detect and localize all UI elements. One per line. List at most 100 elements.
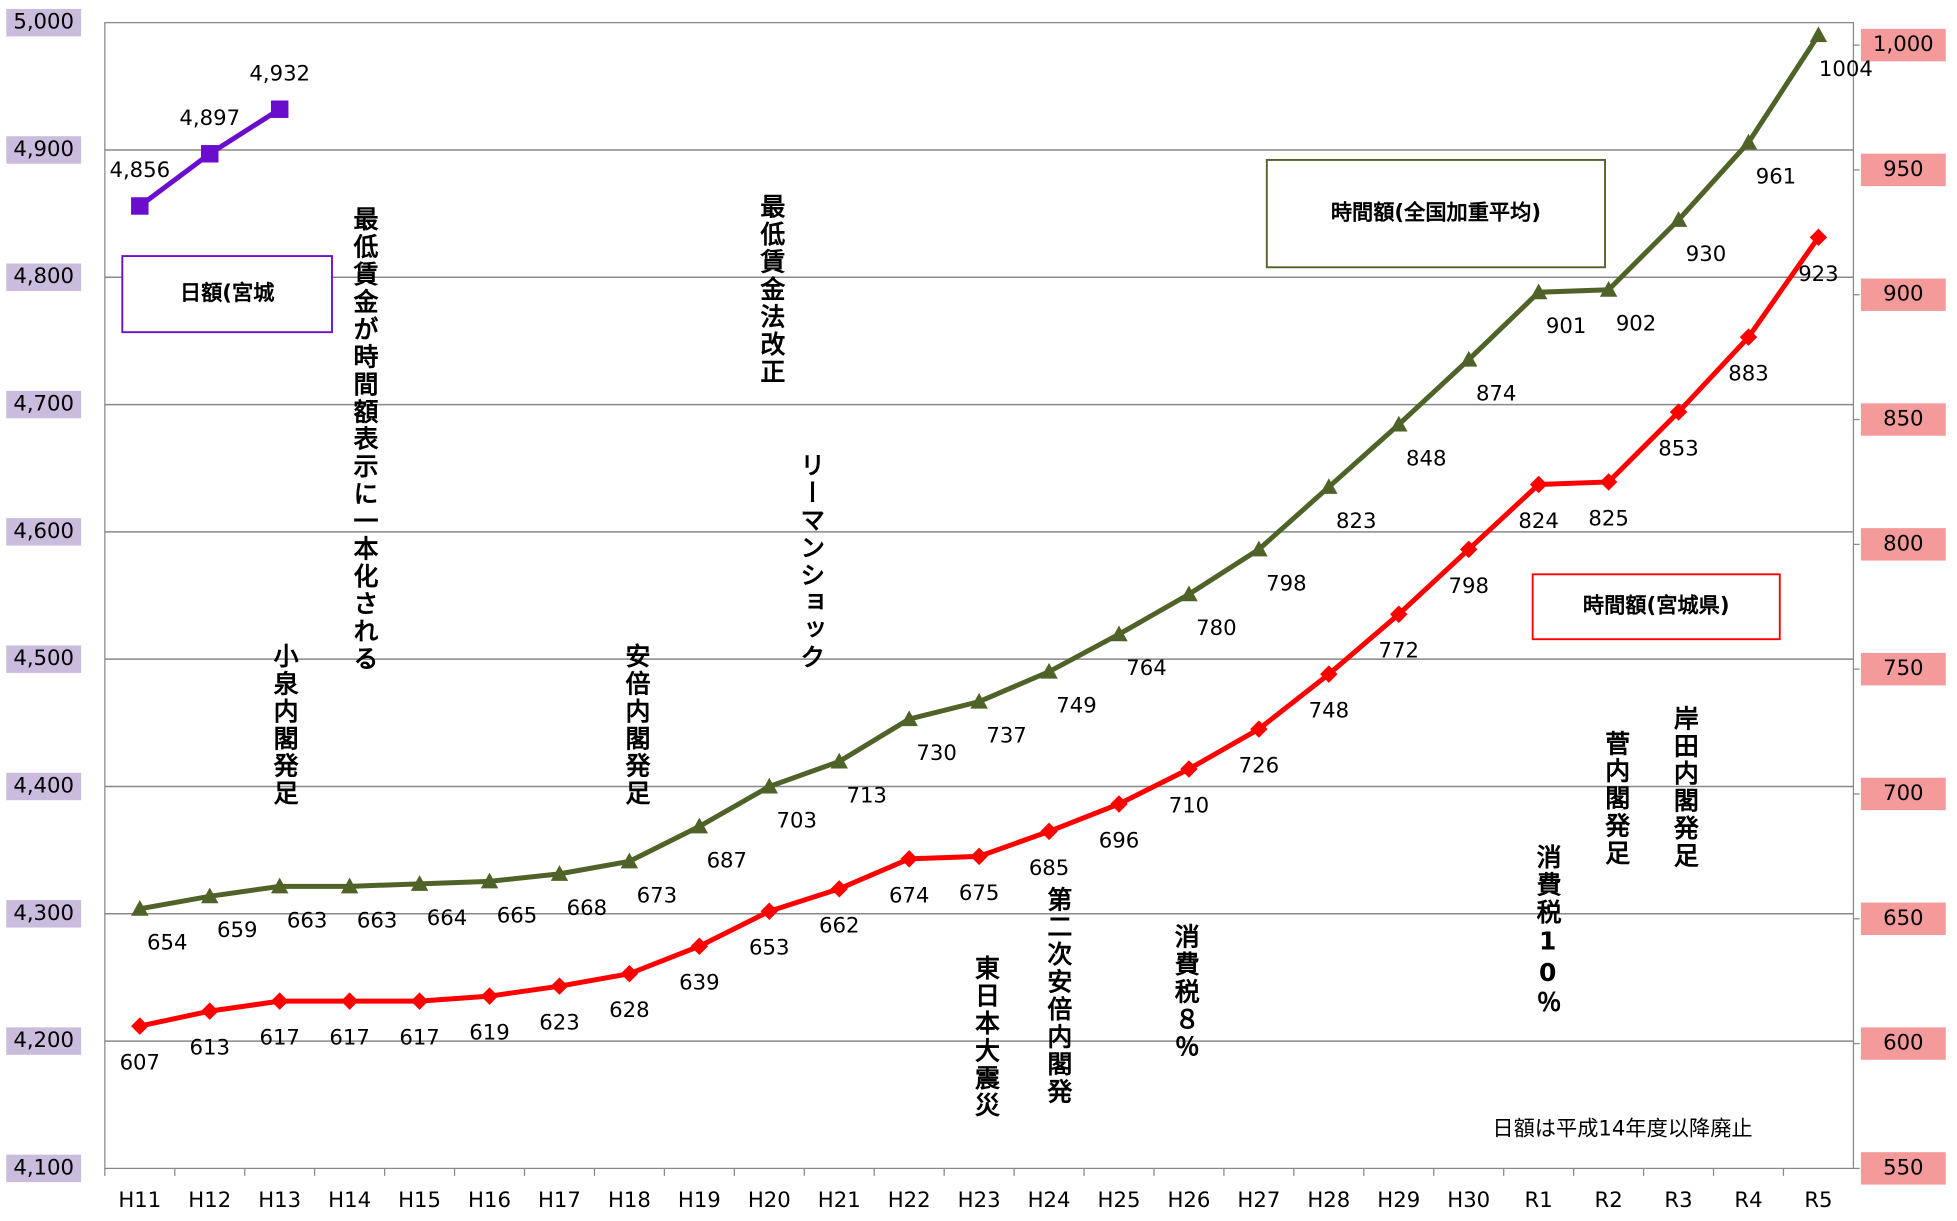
data-label: 663 <box>287 908 327 933</box>
y-tick-label: 4,300 <box>13 901 74 926</box>
marker <box>1110 795 1128 813</box>
x-tick-label: H30 <box>1447 1188 1490 1213</box>
y2-tick-box <box>1860 777 1946 811</box>
marker <box>550 865 569 881</box>
y-tick-label: 4,400 <box>13 773 74 798</box>
x-tick-label: H19 <box>678 1188 721 1213</box>
data-label: 639 <box>679 971 719 996</box>
y2-tick-box <box>1860 902 1946 936</box>
marker <box>690 817 709 834</box>
x-tick-label: H12 <box>188 1188 231 1213</box>
y-tick-box <box>6 645 82 673</box>
data-label: 710 <box>1169 793 1209 818</box>
marker <box>270 992 289 1010</box>
marker <box>550 977 569 995</box>
legend-label: 時間額(宮城県) <box>1583 593 1730 619</box>
x-tick-label: H23 <box>958 1188 1001 1213</box>
annotation: 東日本大震災 <box>971 955 1000 1120</box>
x-tick-label: R2 <box>1594 1188 1622 1213</box>
x-tick-label: H21 <box>818 1188 861 1213</box>
y-tick-box <box>6 900 82 928</box>
data-label: 617 <box>399 1026 439 1051</box>
data-label: 824 <box>1518 509 1558 534</box>
data-label: 664 <box>427 906 467 931</box>
data-label: 901 <box>1546 314 1586 339</box>
y-tick-box <box>6 263 82 291</box>
data-label: 674 <box>889 883 929 908</box>
y2-tick-box <box>1860 1027 1946 1060</box>
data-label: 613 <box>190 1036 230 1061</box>
marker <box>830 752 848 769</box>
y-tick-box <box>6 518 82 546</box>
data-label: 764 <box>1126 656 1166 681</box>
data-label: 930 <box>1686 242 1726 267</box>
legend-box <box>1265 159 1606 269</box>
data-label: 665 <box>497 903 537 928</box>
data-label: 883 <box>1728 362 1768 387</box>
annotation: 消費税８％ <box>1171 924 1200 1061</box>
marker <box>1180 585 1198 602</box>
y2-tick-box <box>1860 652 1946 686</box>
marker <box>1320 478 1338 494</box>
marker <box>760 902 779 921</box>
annotation: 菅内閣発足 <box>1602 730 1631 867</box>
marker <box>1040 662 1058 679</box>
y-tick-box <box>6 1027 82 1055</box>
data-label: 1004 <box>1819 57 1873 82</box>
y-tick-box <box>6 390 82 419</box>
data-label: 730 <box>916 741 956 766</box>
y2-tick-label: 700 <box>1883 781 1923 806</box>
y2-tick-box <box>1860 528 1946 561</box>
y2-tick-label: 600 <box>1883 1031 1923 1056</box>
marker <box>270 100 289 118</box>
data-label: 825 <box>1588 506 1628 531</box>
data-label: 874 <box>1476 382 1516 407</box>
y-tick-label: 4,500 <box>13 646 74 671</box>
legend-box <box>121 255 333 334</box>
data-label: 663 <box>357 908 397 933</box>
marker <box>1809 26 1828 43</box>
annotation: 岸田内閣発足 <box>1670 705 1699 870</box>
marker <box>131 1017 149 1035</box>
y-tick-box <box>6 136 82 164</box>
x-tick-label: R1 <box>1525 1188 1553 1213</box>
y-tick-box <box>6 1154 82 1183</box>
marker <box>340 992 359 1010</box>
data-label: 619 <box>469 1021 509 1046</box>
annotation: 第二次安倍内閣発 <box>1044 885 1073 1106</box>
marker <box>410 992 429 1010</box>
x-tick-label: H16 <box>468 1188 511 1213</box>
data-label: 628 <box>609 998 649 1023</box>
marker <box>201 887 219 904</box>
x-tick-label: H15 <box>398 1188 441 1213</box>
data-label: 4,932 <box>249 61 310 86</box>
marker <box>620 964 639 983</box>
x-tick-label: H25 <box>1098 1188 1141 1213</box>
marker <box>970 847 988 866</box>
data-label: 923 <box>1798 262 1838 287</box>
y2-tick-label: 900 <box>1883 282 1923 307</box>
y2-tick-box <box>1860 1152 1946 1185</box>
marker <box>1669 211 1688 227</box>
data-label: 607 <box>120 1051 160 1076</box>
marker <box>1110 625 1128 642</box>
marker <box>1599 281 1618 297</box>
data-label: 659 <box>217 918 257 943</box>
marker <box>201 1002 219 1020</box>
x-tick-label: H27 <box>1237 1188 1280 1213</box>
y2-tick-label: 650 <box>1883 906 1923 931</box>
data-label: 623 <box>539 1011 579 1036</box>
marker <box>1669 403 1688 421</box>
data-label: 653 <box>749 936 789 961</box>
annotation: 安倍内閣発足 <box>622 642 651 808</box>
y2-tick-label: 950 <box>1883 157 1923 182</box>
marker <box>1250 540 1268 557</box>
data-label: 687 <box>707 848 747 873</box>
x-tick-label: H29 <box>1377 1188 1420 1213</box>
y2-tick-label: 1,000 <box>1873 32 1934 57</box>
x-tick-label: H26 <box>1167 1188 1210 1213</box>
y2-tick-box <box>1860 153 1946 187</box>
y-tick-label: 4,700 <box>13 392 74 417</box>
annotation: 最低賃金法改正 <box>757 194 786 386</box>
y-tick-label: 4,100 <box>13 1155 74 1180</box>
